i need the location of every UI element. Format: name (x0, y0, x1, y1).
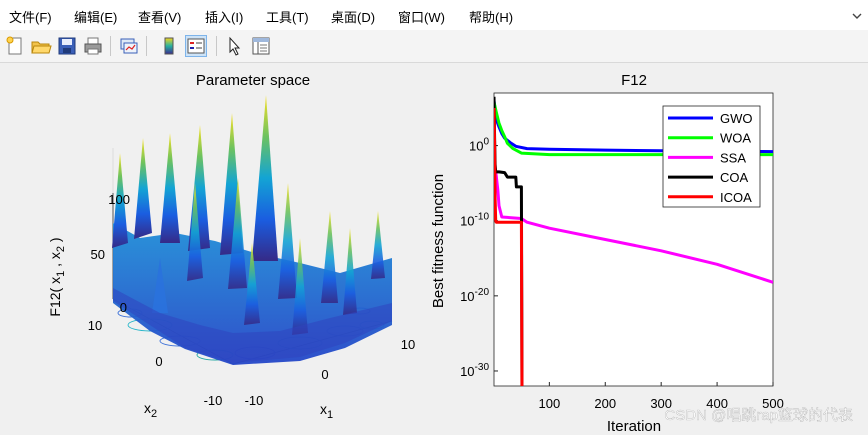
y-tick-label: 10-20 (460, 287, 489, 304)
menu-edit[interactable]: 编辑(E) (74, 10, 118, 25)
x-tick-label: 500 (762, 396, 784, 411)
menu-window[interactable]: 窗口(W) (398, 10, 445, 25)
link-plot-icon[interactable] (118, 35, 140, 57)
legend-label: SSA (720, 150, 746, 165)
legend-label: ICOA (720, 190, 752, 205)
x-ticks: 100 200 300 400 500 (539, 382, 784, 411)
legend[interactable]: GWO WOA SSA COA ICOA (662, 105, 761, 208)
property-inspector-icon[interactable] (250, 35, 272, 57)
x2-tick-label: 0 (155, 354, 162, 369)
z-tick-label: 50 (91, 247, 105, 262)
x-axis-label: Iteration (607, 418, 661, 435)
pin-arrow-icon[interactable] (851, 10, 863, 22)
menu-bar: 文件(F) 编辑(E) 查看(V) 插入(I) 工具(T) 桌面(D) 窗口(W… (0, 0, 868, 31)
menu-tools[interactable]: 工具(T) (266, 10, 309, 25)
y-tick-label: 10-30 (460, 362, 489, 379)
x2-tick-label: -10 (204, 393, 223, 408)
menu-view[interactable]: 查看(V) (138, 10, 182, 25)
menu-desktop[interactable]: 桌面(D) (331, 10, 376, 25)
print-icon[interactable] (82, 35, 104, 57)
x-tick-label: 300 (650, 396, 672, 411)
edit-plot-arrow-icon[interactable] (224, 35, 246, 57)
surface-front-shade (113, 288, 392, 363)
series-lines (494, 96, 773, 386)
legend-label: COA (720, 170, 749, 185)
z-axis-label: F12( x1 , x2 ) (47, 237, 67, 316)
x-tick-label: 400 (706, 396, 728, 411)
x1-axis-label: x1 (320, 401, 333, 421)
figure-canvas: 0 50 100 10 0 -10 -10 0 10 x2 x1 F12( x1… (47, 72, 853, 435)
x2-tick-label: 10 (88, 318, 102, 333)
x1-tick-label: -10 (245, 393, 264, 408)
series-line-woa (494, 101, 773, 157)
x-tick-label: 100 (539, 396, 561, 411)
legend-label: WOA (720, 131, 751, 146)
legend-label: GWO (720, 111, 753, 126)
y-axis-label: Best fitness function (430, 174, 447, 308)
menu-insert[interactable]: 插入(I) (205, 10, 244, 25)
insert-legend-icon[interactable] (185, 35, 207, 57)
z-tick-label: 100 (108, 192, 130, 207)
open-file-icon[interactable] (30, 35, 52, 57)
toolbar (0, 30, 868, 63)
y-tick-label: 100 (469, 137, 489, 154)
menu-file[interactable]: 文件(F) (9, 10, 52, 25)
watermark-text: CSDN @唱跳rap篮球的代表 (664, 406, 853, 424)
insert-colorbar-icon[interactable] (158, 35, 180, 57)
menu-help[interactable]: 帮助(H) (469, 10, 514, 25)
x2-axis-label: x2 (144, 400, 157, 420)
convergence-plot: F12 100 200 300 400 500 100 10-10 10-20 10-30 I… (430, 72, 784, 435)
save-icon[interactable] (56, 35, 78, 57)
x1-tick-label: 10 (401, 337, 415, 352)
y-ticks: 100 10-10 10-20 10-30 (460, 137, 498, 379)
chart-title: F12 (621, 72, 647, 89)
left-plot-title: Parameter space (196, 72, 310, 89)
z-tick-label: 0 (120, 300, 127, 315)
series-line-icoa (494, 107, 524, 386)
new-figure-icon[interactable] (4, 35, 26, 57)
x1-tick-label: 0 (321, 367, 328, 382)
surface-peaks (112, 95, 385, 335)
x-tick-label: 200 (594, 396, 616, 411)
y-tick-label: 10-10 (460, 212, 489, 229)
surface-plot: 0 50 100 10 0 -10 -10 0 10 x2 x1 F12( x1… (47, 72, 415, 421)
